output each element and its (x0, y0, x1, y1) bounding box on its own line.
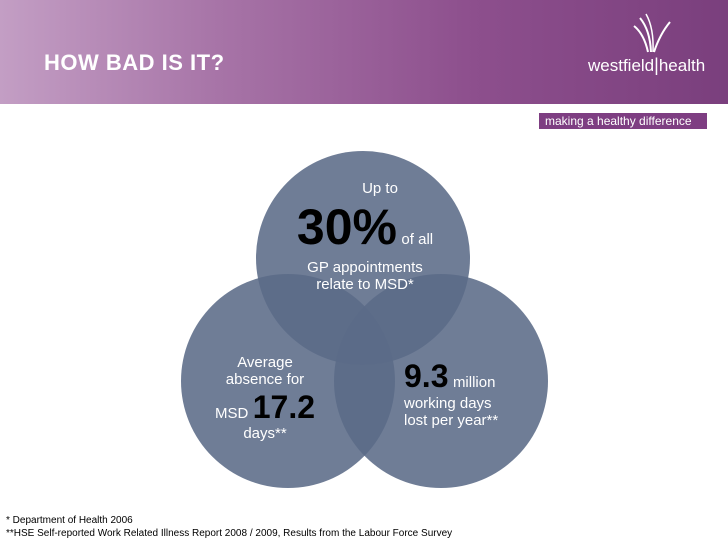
stat-right-line3: lost per year** (404, 412, 499, 430)
footnote-1: * Department of Health 2006 (6, 515, 133, 526)
stat-top-after: of all (401, 231, 434, 249)
stat-top-line1: Up to (362, 180, 398, 197)
logo-figure-icon (633, 13, 671, 53)
stat-right: 9.3 million working days lost per year** (404, 358, 528, 429)
tagline-bar: making a healthy difference (539, 113, 707, 129)
stat-left: Average absence for MSD 17.2 days** (200, 354, 330, 443)
stat-right-value: 9.3 (404, 358, 449, 394)
stat-left-value: 17.2 (252, 388, 316, 425)
logo-wordmark: westfield|health (588, 55, 706, 75)
footnote-2: **HSE Self-reported Work Related Illness… (6, 528, 453, 539)
header-banner: HOW BAD IS IT? westfield|health (0, 0, 728, 104)
stat-left-line4: days** (243, 425, 287, 443)
page-title: HOW BAD IS IT? (44, 50, 225, 75)
footnotes: * Department of Health 2006 **HSE Self-r… (6, 514, 452, 540)
stat-right-line2: working days (404, 394, 492, 412)
stat-top-line3: GP appointments (307, 258, 423, 276)
stat-right-after: million (452, 374, 496, 391)
tagline-text: making a healthy difference (545, 114, 692, 128)
logo-word-health: health (658, 56, 706, 75)
stat-top-value: 30% (296, 199, 397, 256)
stat-top-line4: relate to MSD* (316, 276, 414, 293)
venn-circle-left (181, 274, 395, 488)
venn-circle-right (334, 274, 548, 488)
stat-left-line1: Average (237, 354, 293, 371)
logo-word-westfield: westfield (588, 56, 655, 75)
stat-top: Up to 30% of all GP appointments relate … (280, 180, 450, 293)
stat-top-headline: 30% of all (280, 199, 450, 257)
stat-right-headline: 9.3 million (404, 358, 528, 395)
stat-left-line2: absence for (225, 371, 305, 389)
stat-left-headline: MSD 17.2 (200, 389, 330, 426)
stat-left-prefix: MSD (214, 404, 249, 422)
westfield-health-logo: westfield|health (588, 12, 720, 82)
